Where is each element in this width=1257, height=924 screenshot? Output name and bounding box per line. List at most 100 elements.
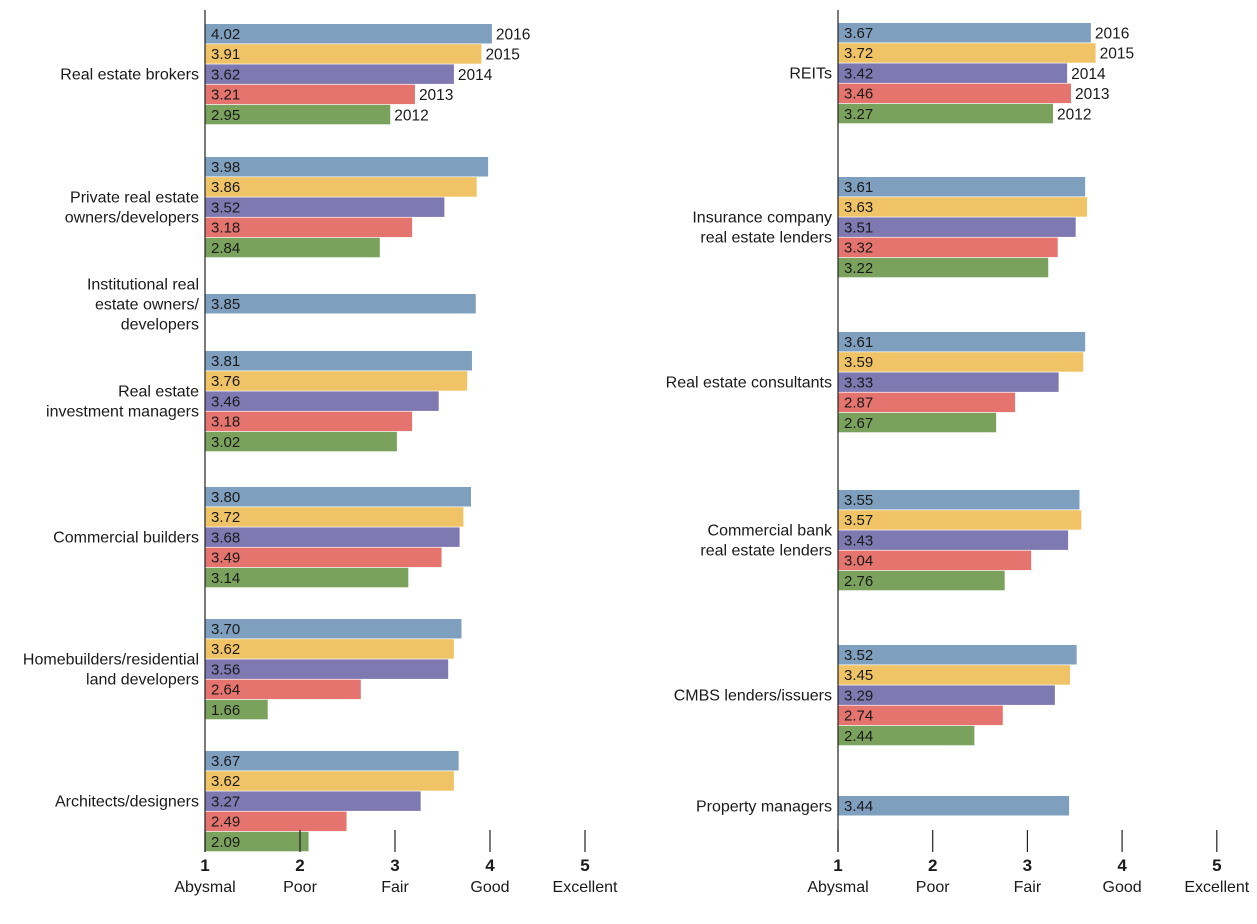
value-label: 3.44 — [844, 798, 873, 815]
bar-group: CMBS lenders/issuers 3.52 3.45 3.29 2.74 2.44 — [674, 645, 1077, 746]
x-tick-text: Fair — [381, 879, 409, 896]
bar-2015 — [838, 352, 1084, 372]
x-tick-text: Abysmal — [807, 879, 868, 896]
value-label: 3.76 — [211, 373, 240, 390]
bar-2016 — [205, 619, 462, 639]
value-label: 4.02 — [211, 26, 240, 43]
bar-group: Property managers 3.44 — [696, 796, 1070, 816]
value-label: 3.81 — [211, 353, 240, 370]
bar-2016 — [205, 487, 471, 507]
value-label: 3.56 — [211, 661, 240, 678]
value-label: 3.70 — [211, 621, 240, 638]
bar-2015 — [838, 197, 1088, 217]
bar-2016 — [205, 351, 472, 371]
value-label: 3.46 — [211, 393, 240, 410]
bar-2013 — [205, 84, 415, 105]
value-label: 2.49 — [211, 814, 240, 831]
bar-2015 — [205, 639, 454, 659]
value-label: 3.43 — [844, 532, 873, 549]
bar-2013 — [838, 392, 1016, 413]
bar-2016 — [838, 23, 1091, 43]
x-tick-label: 4 — [1117, 856, 1127, 875]
value-label: 3.18 — [211, 414, 240, 431]
bar-group: Insurance company real estate lenders 3.61… — [692, 177, 1088, 278]
bar-2012 — [838, 103, 1053, 124]
bar-2015 — [205, 771, 454, 791]
category-label: Architects/designers — [55, 794, 199, 811]
x-tick-label: 1 — [833, 856, 842, 875]
bar-2014 — [838, 685, 1055, 705]
bar-group: Commercial builders 3.80 3.72 3.68 3.49 3.14 — [53, 487, 471, 588]
bar-2014 — [205, 391, 439, 411]
value-label: 3.59 — [844, 354, 873, 371]
category-label: CMBS lenders/issuers — [674, 688, 832, 705]
bar-2016 — [838, 332, 1086, 352]
bar-2013 — [838, 83, 1071, 104]
bar-2015 — [205, 177, 477, 197]
panel-1: Real estate brokers 4.02 2016 3.91 2015 3.62 2… — [23, 10, 618, 896]
value-label: 3.46 — [844, 86, 873, 103]
value-label: 3.49 — [211, 550, 240, 567]
bar-2015 — [205, 371, 468, 391]
category-label: land developers — [86, 672, 199, 689]
value-label: 3.57 — [844, 512, 873, 529]
value-label: 3.67 — [844, 25, 873, 42]
category-label: developers — [121, 316, 199, 333]
value-label: 2.09 — [211, 834, 240, 851]
value-label: 3.86 — [211, 179, 240, 196]
x-tick-label: 5 — [1212, 856, 1221, 875]
bar-group: Real estate brokers 4.02 2016 3.91 2015 3.62 2… — [60, 24, 530, 125]
year-label: 2016 — [496, 27, 530, 44]
value-label: 2.67 — [844, 415, 873, 432]
bar-2014 — [838, 63, 1068, 83]
value-label: 2.87 — [844, 395, 873, 412]
value-label: 3.32 — [844, 240, 873, 257]
bar-2013 — [838, 705, 1003, 726]
bar-2015 — [205, 44, 482, 64]
bar-2016 — [838, 490, 1080, 510]
bar-2013 — [205, 679, 361, 700]
x-tick-text: Poor — [916, 879, 950, 896]
value-label: 3.33 — [844, 374, 873, 391]
bar-2012 — [838, 725, 975, 746]
bar-2014 — [205, 791, 421, 811]
bar-2016 — [205, 751, 459, 771]
value-label: 3.14 — [211, 570, 240, 587]
bar-2014 — [205, 64, 454, 84]
value-label: 2.95 — [211, 107, 240, 124]
bar-2012 — [205, 831, 309, 852]
category-label: Property managers — [696, 798, 832, 815]
x-tick-text: Good — [470, 879, 509, 896]
value-label: 3.61 — [844, 179, 873, 196]
bar-2016 — [205, 157, 489, 177]
category-label: Homebuilders/residential — [23, 652, 199, 669]
x-tick-label: 4 — [485, 856, 495, 875]
bar-2015 — [205, 507, 464, 527]
category-label: real estate lenders — [700, 230, 832, 247]
value-label: 3.55 — [844, 492, 873, 509]
bar-2014 — [205, 527, 460, 547]
bar-group: REITs 3.67 2016 3.72 2015 3.42 2014 3.46 2013 3.2… — [789, 23, 1134, 124]
value-label: 2.84 — [211, 240, 240, 257]
x-tick-text: Good — [1103, 879, 1142, 896]
bar-group: Homebuilders/residential land developers 3… — [23, 619, 462, 720]
value-label: 3.98 — [211, 159, 240, 176]
x-tick-text: Excellent — [1184, 879, 1249, 896]
category-label: estate owners/ — [95, 296, 200, 313]
bar-2014 — [838, 530, 1069, 550]
category-label: Real estate consultants — [666, 375, 832, 392]
bar-2013 — [205, 547, 442, 568]
value-label: 3.91 — [211, 46, 240, 63]
value-label: 3.04 — [844, 553, 873, 570]
value-label: 3.52 — [844, 647, 873, 664]
bar-2016 — [838, 645, 1077, 665]
value-label: 3.18 — [211, 220, 240, 237]
year-label: 2014 — [458, 67, 493, 84]
x-tick-label: 5 — [580, 856, 589, 875]
value-label: 3.80 — [211, 489, 240, 506]
value-label: 2.76 — [844, 573, 873, 590]
bar-2012 — [205, 104, 391, 125]
bar-2013 — [205, 811, 347, 832]
year-label: 2015 — [1100, 46, 1134, 63]
